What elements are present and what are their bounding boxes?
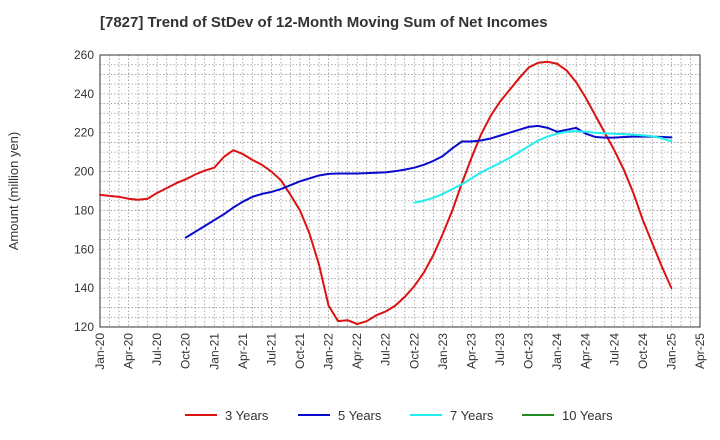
grid-lines — [100, 55, 700, 327]
x-tick-label: Jul-24 — [607, 333, 621, 366]
y-tick-label: 160 — [74, 242, 94, 256]
x-tick-label: Apr-21 — [236, 333, 250, 369]
x-tick-label: Jan-22 — [322, 333, 336, 370]
x-tick-label: Apr-23 — [464, 333, 478, 369]
y-tick-label: 220 — [74, 126, 94, 140]
y-axis-title: Amount (million yen) — [6, 132, 21, 251]
legend-label: 5 Years — [338, 408, 382, 423]
x-tick-label: Jan-21 — [207, 333, 221, 370]
y-tick-label: 140 — [74, 281, 94, 295]
y-axis-ticks: 120 140 160 180 200 220 240 260 — [74, 48, 94, 334]
x-tick-label: Jan-23 — [436, 333, 450, 370]
legend-label: 7 Years — [450, 408, 494, 423]
x-tick-label: Jul-20 — [150, 333, 164, 366]
legend: 3 Years 5 Years 7 Years 10 Years — [185, 408, 613, 423]
x-tick-label: Oct-23 — [522, 333, 536, 369]
series-line-2 — [184, 124, 673, 239]
y-tick-label: 120 — [74, 320, 94, 334]
x-tick-label: Oct-21 — [293, 333, 307, 369]
x-tick-label: Apr-22 — [350, 333, 364, 369]
x-tick-label: Jan-24 — [550, 333, 564, 370]
y-tick-label: 180 — [74, 203, 94, 217]
x-tick-label: Apr-24 — [579, 333, 593, 369]
legend-label: 10 Years — [562, 408, 613, 423]
x-tick-label: Oct-20 — [179, 333, 193, 369]
x-tick-label: Oct-24 — [636, 333, 650, 369]
x-tick-label: Jul-21 — [264, 333, 278, 366]
x-tick-label: Apr-20 — [122, 333, 136, 369]
x-axis-ticks: Jan-20 Apr-20 Jul-20 Oct-20 Jan-21 Apr-21 Jul-… — [93, 333, 707, 370]
x-tick-label: Jul-22 — [379, 333, 393, 366]
y-tick-label: 240 — [74, 87, 94, 101]
x-tick-label: Apr-25 — [693, 333, 707, 369]
series-line-1 — [99, 60, 673, 326]
chart-title: [7827] Trend of StDev of 12-Month Moving… — [100, 14, 548, 31]
plot-area — [99, 54, 701, 328]
x-tick-label: Jan-25 — [664, 333, 678, 370]
legend-label: 3 Years — [225, 408, 269, 423]
x-tick-label: Jan-20 — [93, 333, 107, 370]
series-line-3 — [413, 130, 673, 204]
y-tick-label: 200 — [74, 165, 94, 179]
series-lines — [99, 60, 673, 326]
y-tick-label: 260 — [74, 48, 94, 62]
x-tick-label: Jul-23 — [493, 333, 507, 366]
x-tick-label: Oct-22 — [407, 333, 421, 369]
